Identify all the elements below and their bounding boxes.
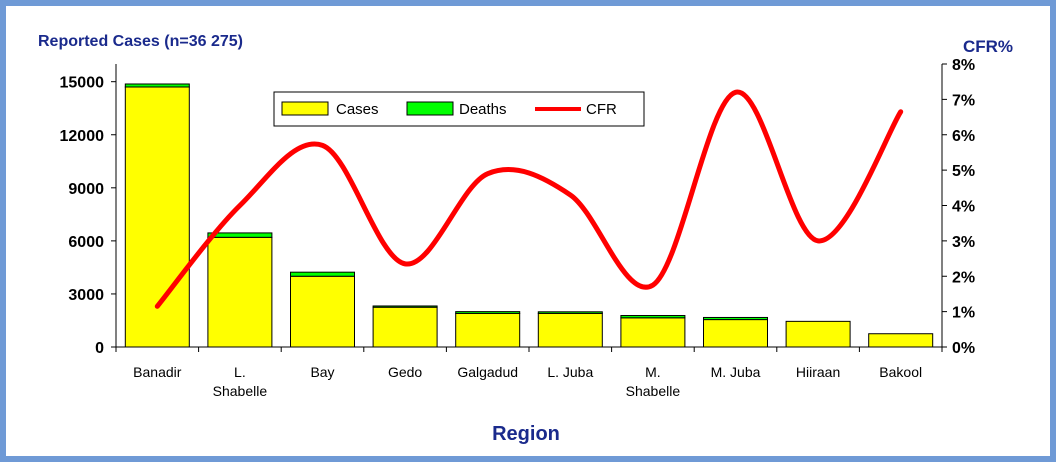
y2-tick-label: 7% [952,92,975,109]
y2-tick-label: 4% [952,199,975,216]
bar-deaths [207,232,273,238]
bar-cases [785,320,851,348]
x-tick-label: Banadir [133,364,182,380]
y2-tick-label: 8% [952,57,975,74]
bar-cases [620,317,686,348]
x-tick-label: L. Juba [547,364,593,380]
bar-cases [290,275,355,348]
x-tick-label: L. [234,364,246,380]
legend-box [273,91,645,127]
bar-deaths [703,316,768,321]
x-tick-label: Bay [310,364,334,380]
plot-area: 0 3000 6000 9000 12000 15000 0% 1% 2% 3% 4% 5% 6% 7% 8… [60,57,976,399]
y2-tick-label: 3% [952,234,975,251]
y2-tick-label: 6% [952,128,975,145]
y2-tick-label: 1% [952,305,975,322]
cfr-line [154,89,904,309]
bar-deaths [537,311,603,314]
bar-cases [537,312,603,348]
y-tick-label: 15000 [60,75,105,92]
bar-cases [372,306,438,348]
y-tick-label: 3000 [68,287,104,304]
bar-deaths [455,311,521,314]
y2-tick-label: 2% [952,269,975,286]
y-tick-label: 0 [95,340,104,357]
bar-cases [703,319,768,348]
x-tick-label: Shabelle [213,383,268,399]
y-tick-label: 9000 [68,181,104,198]
x-axis-title: Region [492,423,560,445]
bar-deaths [124,83,190,88]
x-tick-label: Shabelle [626,383,681,399]
legend-label-deaths: Deaths [459,101,507,118]
bar-deaths [620,315,686,319]
y-tick-label: 12000 [60,128,105,145]
x-tick-label: Hiiraan [796,364,840,380]
y2-tick-label: 0% [952,340,975,357]
legend-label-cases: Cases [336,101,379,118]
x-tick-label: M. [645,364,661,380]
y-tick-label: 6000 [68,234,104,251]
legend-swatch-deaths [406,101,454,116]
legend-swatch-cases [281,101,329,116]
x-tick-label: Galgadud [457,364,518,380]
bar-cases [455,312,521,348]
secondary-axis-title: CFR% [963,37,1013,56]
bar-cases [207,236,273,348]
y2-tick-label: 5% [952,163,975,180]
bar-cases [868,333,934,348]
x-tick-label: M. Juba [711,364,761,380]
x-tick-label: Bakool [879,364,922,380]
cholera-cases-chart: Reported Cases (n=36 275) CFR% 0 3000 6000… [38,33,1013,445]
bar-deaths [372,305,438,308]
x-tick-label: Gedo [388,364,422,380]
chart-title: Reported Cases (n=36 275) [38,33,243,50]
legend: Cases Deaths CFR [273,91,645,127]
legend-label-cfr: CFR [586,101,617,118]
bar-deaths [290,271,355,277]
